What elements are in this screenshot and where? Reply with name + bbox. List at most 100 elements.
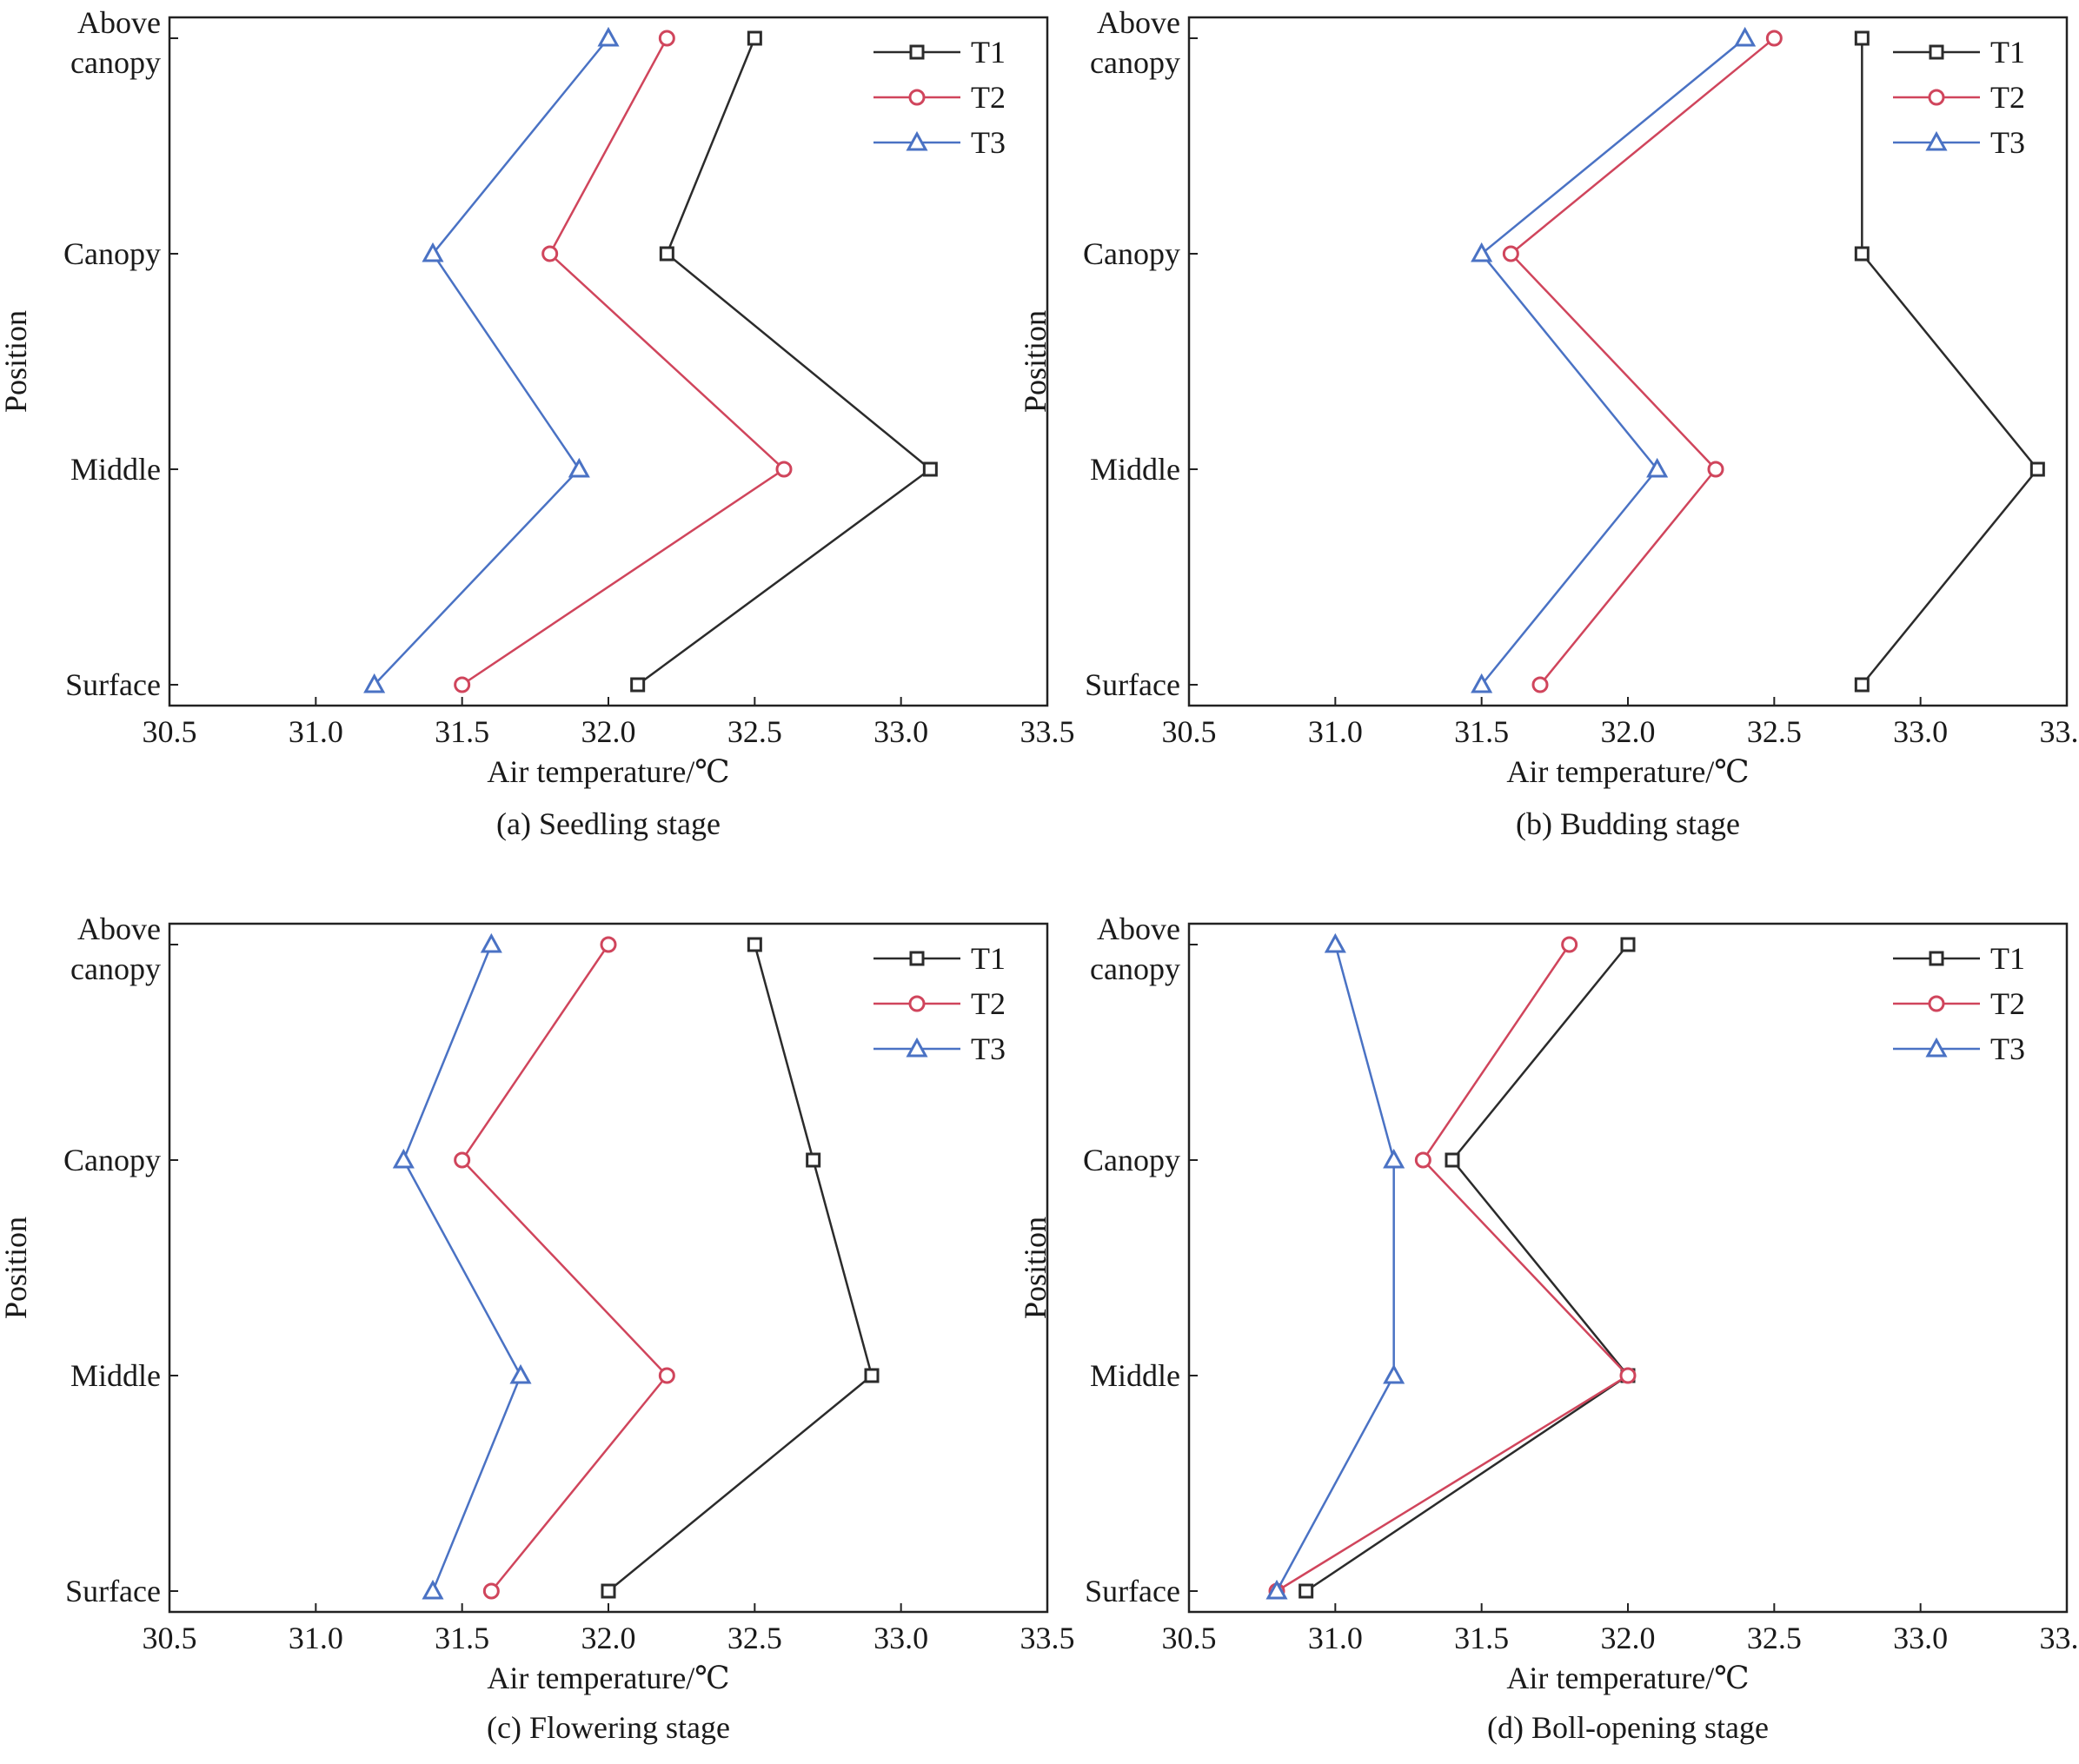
legend-marker [1928,89,1945,106]
data-point-t1 [1854,246,1870,262]
x-tick-label: 30.5 [143,1621,197,1655]
series-line-t3 [402,944,522,1592]
data-point-t3 [597,26,620,47]
legend-marker [1925,130,1948,151]
legend-marker [1929,44,1944,60]
series-line-t1 [636,37,933,686]
x-tick-label: 32.0 [581,1621,636,1655]
data-point-t1 [2029,461,2045,477]
y-tick-label: Above canopy [1090,5,1180,80]
y-tick-label: Canopy [63,236,161,271]
y-tick-label: Above canopy [70,912,161,986]
y-tick-label-line: Above [1097,912,1180,946]
data-point-t3 [1265,1579,1288,1600]
y-tick-label: Surface [65,667,161,702]
legend-item-t2: T2 [873,986,1006,1021]
x-tick-label: 31.0 [289,714,343,749]
y-tick-label-line: Above [1097,5,1180,40]
legend-item-t2: T2 [873,80,1006,115]
legend-item-t3: T3 [873,125,1006,160]
x-tick-label: 33.0 [873,714,928,749]
x-tick-label: 33.0 [873,1621,928,1655]
y-tick-label: Canopy [1083,236,1180,271]
y-tick-label: Canopy [63,1143,161,1177]
data-point-t2 [775,461,793,478]
data-point-t2 [1414,1151,1431,1169]
legend-label: T3 [971,1031,1006,1066]
legend-marker [909,951,925,966]
data-point-t2 [1531,676,1549,693]
x-tick-label: 33.0 [1893,714,1948,749]
x-tick-label: 31.0 [1308,1621,1363,1655]
x-tick-label: 31.0 [289,1621,343,1655]
x-tick-label: 30.5 [1162,1621,1217,1655]
x-tick-label: 31.5 [1454,714,1509,749]
data-point-t1 [806,1152,821,1168]
series-line-t1 [1305,944,1630,1593]
data-point-t1 [1299,1583,1314,1599]
legend-item-t3: T3 [1893,125,2025,160]
legend-item-t3: T3 [873,1031,1006,1066]
x-tick-label: 32.5 [1747,714,1802,749]
x-tick-label: 31.0 [1308,714,1363,749]
data-point-t2 [541,245,559,262]
x-tick-label: 31.5 [435,1621,489,1655]
series-t1 [601,937,880,1599]
series-line-t3 [1479,37,1746,686]
legend-label: T2 [971,986,1006,1021]
x-tick-label: 32.0 [1601,1621,1656,1655]
x-tick-label: 31.5 [1454,1621,1509,1655]
series-line-t3 [1275,944,1395,1592]
data-point-t2 [454,676,471,693]
legend-marker [906,1037,928,1058]
data-point-t2 [454,1151,471,1169]
data-point-t3 [363,673,386,693]
series-t1 [630,30,938,693]
legend-label: T3 [971,125,1006,160]
y-tick-label-line: Above [77,5,161,40]
y-tick-label: Middle [1090,452,1180,487]
data-point-t2 [1561,936,1578,953]
data-point-t3 [1471,673,1493,693]
x-axis-title: Air temperature/℃ [487,754,729,789]
data-point-t2 [1765,30,1783,47]
panel-caption: (a) Seedling stage [496,806,721,841]
legend-label: T1 [971,941,1006,976]
data-point-t1 [922,461,938,477]
y-tick-label-line: canopy [1090,45,1180,80]
x-tick-label: 33.5 [1020,714,1075,749]
x-tick-label: 32.5 [1747,1621,1802,1655]
plot-frame [168,922,1049,1614]
panel-caption: (b) Budding stage [1516,806,1740,841]
legend-marker [908,995,926,1012]
data-point-t3 [1383,1148,1405,1169]
legend-item-t2: T2 [1893,80,2025,115]
panel-flowering-stage: 30.5 31.0 31.5 32.0 32.5 33.0 33.5 Surface Middl… [0,912,1075,1745]
data-point-t1 [747,937,762,952]
legend-label: T1 [1990,941,2025,976]
series-t1 [1854,30,2045,693]
series-line-t2 [461,944,668,1592]
legend-marker [908,89,926,106]
legend-marker [1929,951,1944,966]
series-t3 [1471,26,1757,693]
legend-label: T1 [1990,35,2025,70]
y-tick-label: Above canopy [1090,912,1180,986]
x-axis-title: Air temperature/℃ [487,1661,729,1695]
series-line-t2 [461,37,787,686]
panel-boll-opening-stage: 30.5 31.0 31.5 32.0 32.5 33.0 33.5 Surface Middl… [1018,912,2079,1745]
data-point-t1 [864,1368,880,1383]
legend-marker [906,130,928,151]
x-tick-label: 32.0 [1601,714,1656,749]
data-point-t1 [630,677,646,693]
y-axis-title: Position [0,1217,33,1319]
panel-caption: (c) Flowering stage [487,1710,730,1745]
data-point-t2 [658,30,675,47]
data-point-t2 [482,1582,500,1600]
data-point-t3 [480,932,502,953]
x-axis-title: Air temperature/℃ [1506,1661,1749,1695]
legend-label: T3 [1990,125,2025,160]
series-t3 [1265,932,1405,1600]
series-t2 [1268,936,1637,1600]
